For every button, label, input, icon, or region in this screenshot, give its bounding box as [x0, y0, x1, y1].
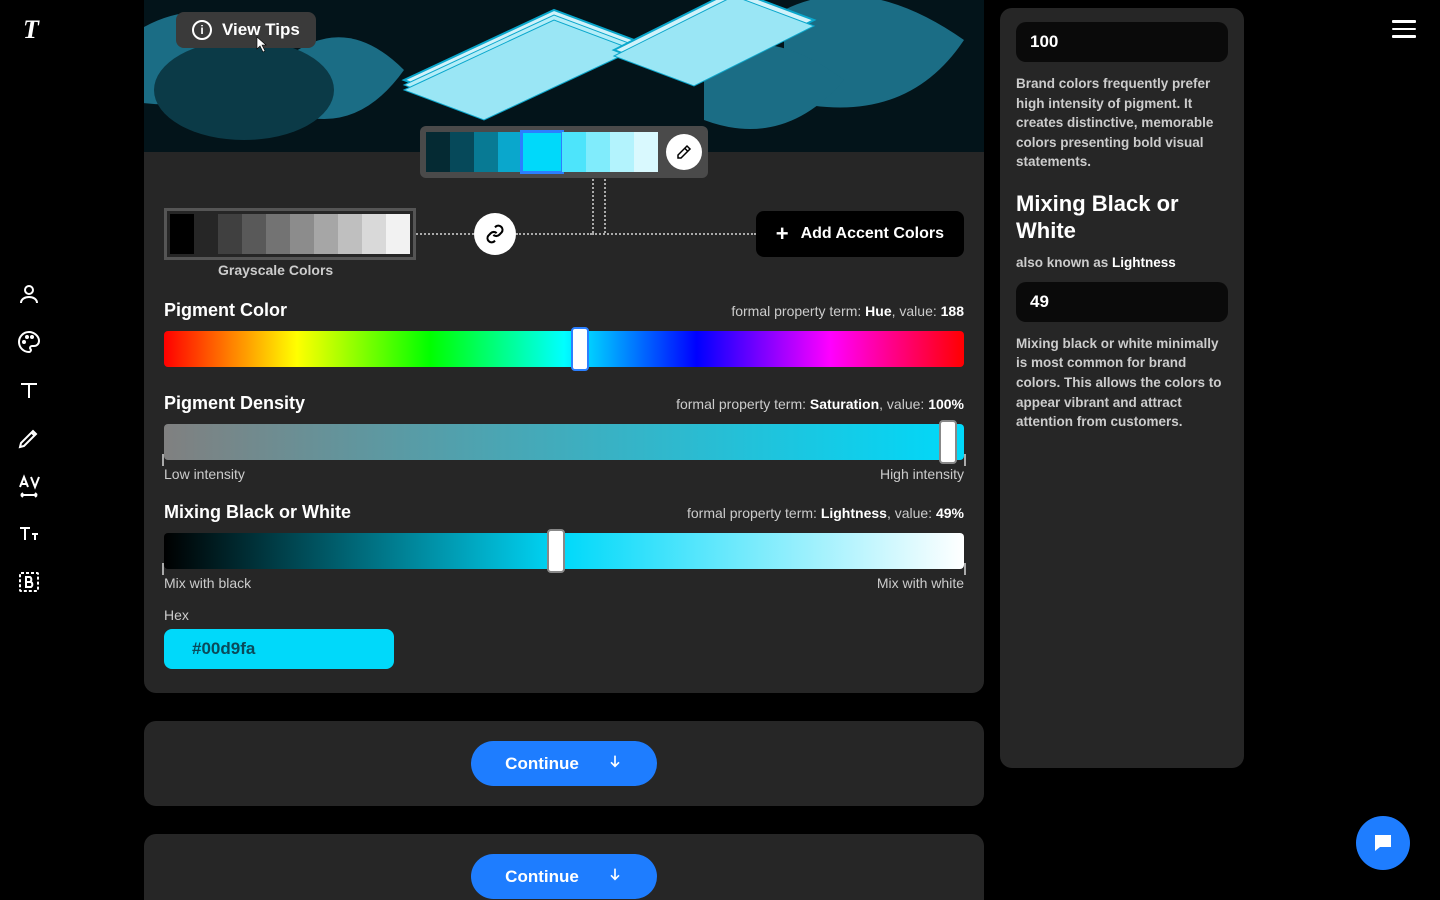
grayscale-swatch[interactable]	[338, 214, 362, 254]
palette-swatch[interactable]	[474, 132, 498, 172]
brand-palette	[420, 126, 708, 178]
grayscale-swatch[interactable]	[290, 214, 314, 254]
hue-thumb[interactable]	[571, 327, 589, 371]
view-tips-button[interactable]: i View Tips	[176, 12, 316, 48]
palette-swatch[interactable]	[586, 132, 610, 172]
saturation-meta: formal property term: Saturation, value:…	[676, 396, 964, 412]
lightness-title: Mixing Black or White	[164, 502, 351, 523]
lightness-slider[interactable]	[164, 533, 964, 569]
hex-label: Hex	[164, 607, 964, 623]
color-editor-panel: Grayscale Colors + Add Accent Colors Pig…	[144, 152, 984, 693]
grayscale-swatch[interactable]	[314, 214, 338, 254]
continue-label-2: Continue	[505, 867, 579, 887]
info-icon: i	[192, 20, 212, 40]
left-nav	[0, 280, 58, 596]
lightness-input[interactable]: 49	[1016, 282, 1228, 322]
grayscale-swatch[interactable]	[362, 214, 386, 254]
density-tip-text: Brand colors frequently prefer high inte…	[1016, 74, 1228, 172]
type-icon[interactable]	[15, 376, 43, 404]
grayscale-label: Grayscale Colors	[218, 262, 333, 278]
sat-high-label: High intensity	[880, 466, 964, 482]
palette-icon[interactable]	[15, 328, 43, 356]
hue-title: Pigment Color	[164, 300, 287, 321]
lightness-meta: formal property term: Lightness, value: …	[687, 505, 964, 521]
view-tips-label: View Tips	[222, 20, 300, 40]
bold-box-icon[interactable]	[15, 568, 43, 596]
arrow-down-icon	[607, 753, 623, 774]
palette-swatch[interactable]	[610, 132, 634, 172]
text-scale-icon[interactable]	[15, 520, 43, 548]
continue-card-1: Continue	[144, 721, 984, 806]
grayscale-swatch[interactable]	[242, 214, 266, 254]
lightness-subtitle: also known as Lightness	[1016, 255, 1228, 270]
add-accent-label: Add Accent Colors	[801, 225, 944, 243]
lightness-tip-text: Mixing black or white minimally is most …	[1016, 334, 1228, 432]
user-icon[interactable]	[15, 280, 43, 308]
continue-label: Continue	[505, 754, 579, 774]
saturation-thumb[interactable]	[939, 420, 957, 464]
kerning-icon[interactable]	[15, 472, 43, 500]
palette-swatch[interactable]	[450, 132, 474, 172]
link-icon[interactable]	[474, 213, 516, 255]
sat-low-label: Low intensity	[164, 466, 245, 482]
logo[interactable]: T	[16, 15, 46, 45]
saturation-title: Pigment Density	[164, 393, 305, 414]
grayscale-swatch[interactable]	[266, 214, 290, 254]
hue-meta: formal property term: Hue, value: 188	[731, 303, 964, 319]
pen-icon[interactable]	[15, 424, 43, 452]
grayscale-swatches	[164, 208, 416, 260]
continue-button-2[interactable]: Continue	[471, 854, 657, 899]
add-accent-button[interactable]: + Add Accent Colors	[756, 211, 964, 257]
light-low-label: Mix with black	[164, 575, 251, 591]
palette-swatch[interactable]	[634, 132, 658, 172]
lightness-heading: Mixing Black or White	[1016, 190, 1228, 245]
chat-button[interactable]	[1356, 816, 1410, 870]
palette-swatch[interactable]	[522, 132, 562, 172]
palette-swatch[interactable]	[426, 132, 450, 172]
plus-icon: +	[776, 223, 789, 245]
tips-panel: 100 Brand colors frequently prefer high …	[1000, 8, 1244, 768]
palette-swatch[interactable]	[498, 132, 522, 172]
hue-slider[interactable]	[164, 331, 964, 367]
palette-link-connector	[416, 211, 756, 257]
hex-value[interactable]: #00d9fa	[164, 629, 394, 669]
saturation-slider[interactable]	[164, 424, 964, 460]
continue-card-2: Continue	[144, 834, 984, 900]
grayscale-swatch[interactable]	[386, 214, 410, 254]
palette-swatch[interactable]	[562, 132, 586, 172]
edit-palette-button[interactable]	[666, 134, 702, 170]
light-high-label: Mix with white	[877, 575, 964, 591]
grayscale-swatch[interactable]	[170, 214, 194, 254]
grayscale-swatch[interactable]	[218, 214, 242, 254]
arrow-down-icon	[607, 866, 623, 887]
continue-button[interactable]: Continue	[471, 741, 657, 786]
grayscale-swatch[interactable]	[194, 214, 218, 254]
lightness-thumb[interactable]	[547, 529, 565, 573]
